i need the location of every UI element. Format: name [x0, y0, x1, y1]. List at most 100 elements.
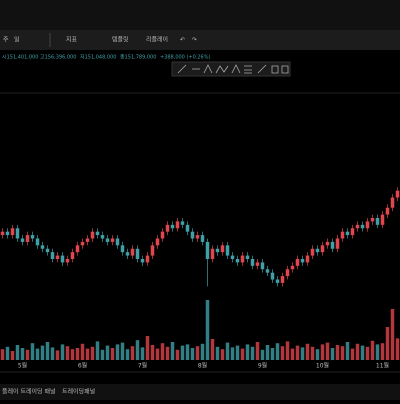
- volume-bar: [80, 343, 85, 360]
- volume-bar: [235, 345, 240, 360]
- volume-bar: [260, 349, 265, 360]
- volume-bar: [390, 309, 395, 360]
- volume-bar: [145, 336, 150, 360]
- volume-bar: [315, 349, 320, 360]
- candle-body: [215, 248, 220, 253]
- volume-bar: [50, 347, 55, 360]
- undo-button[interactable]: ↶: [180, 37, 185, 44]
- legend-change: +388,000 (+0.26%): [160, 55, 210, 61]
- templates-button[interactable]: 템플릿: [112, 37, 129, 44]
- candle-body: [120, 245, 125, 253]
- volume-bar: [270, 348, 275, 360]
- volume-bar: [200, 343, 205, 360]
- candle-body: [150, 245, 155, 256]
- volume-bar: [215, 346, 220, 360]
- candle-body: [235, 259, 240, 263]
- candle-body: [85, 238, 90, 242]
- volume-bar: [130, 346, 135, 360]
- candle-body: [185, 224, 190, 232]
- candle-body: [100, 235, 105, 239]
- volume-bar: [55, 350, 60, 360]
- candle-body: [10, 228, 15, 236]
- x-tick-label: 7월: [138, 362, 147, 370]
- candle-body: [360, 224, 365, 229]
- plot: 5월 6월 7월 8월 9월 10월 11월: [0, 187, 400, 370]
- drawing-tools[interactable]: [177, 64, 289, 74]
- candle-body: [35, 238, 40, 246]
- top-strip: [0, 0, 400, 30]
- volume-bar: [285, 341, 290, 360]
- candle-body: [130, 248, 135, 256]
- candle-body: [325, 241, 330, 246]
- candle-body: [160, 231, 165, 239]
- candle-body: [60, 255, 65, 263]
- candle-body: [280, 276, 285, 283]
- volume-bar: [225, 342, 230, 360]
- candle-body: [255, 262, 260, 266]
- volume-bar: [230, 347, 235, 360]
- x-tick-label: 11월: [376, 362, 389, 370]
- volume-bar: [325, 342, 330, 360]
- volume-bar: [370, 340, 375, 360]
- candle-body: [180, 221, 185, 225]
- candle-body: [370, 218, 375, 222]
- volume-bar: [195, 346, 200, 360]
- drawing-toolbar: [171, 61, 291, 77]
- volume-bar: [395, 338, 400, 360]
- volume-bar: [95, 341, 100, 360]
- volume-bar: [140, 347, 145, 360]
- interval-week[interactable]: 주: [3, 37, 9, 44]
- candle-body: [30, 235, 35, 239]
- x-tick-label: 10월: [316, 362, 329, 370]
- volume-bar: [355, 343, 360, 360]
- volume-bar: [375, 344, 380, 360]
- candle-body: [320, 245, 325, 253]
- candle-body: [290, 265, 295, 270]
- volume-bar: [380, 343, 385, 360]
- candle-body: [315, 248, 320, 253]
- replay-button[interactable]: 리플레이: [146, 36, 168, 44]
- volume-bar: [110, 348, 115, 360]
- candle-body: [20, 238, 25, 242]
- volume-bar: [310, 346, 315, 360]
- volume-bar: [170, 342, 175, 360]
- interval-day[interactable]: 일: [14, 36, 20, 44]
- footer-tab[interactable]: 플레이 트레이딩 패널: [2, 388, 56, 396]
- indicators-button[interactable]: 지표: [66, 36, 78, 44]
- volume-bar: [345, 342, 350, 360]
- volume-bar: [190, 348, 195, 360]
- candle-body: [220, 245, 225, 253]
- candle-body: [335, 238, 340, 249]
- candle-body: [275, 279, 280, 283]
- candle-body: [205, 241, 210, 259]
- legend-close: 종151,789,000: [120, 55, 156, 61]
- volume-bar: [135, 340, 140, 360]
- volume-bar: [255, 342, 260, 360]
- candle-body: [240, 255, 245, 263]
- volume-bar: [75, 348, 80, 360]
- candle-body: [270, 272, 275, 280]
- candle-body: [345, 231, 350, 236]
- x-tick-label: 5월: [18, 362, 27, 370]
- candle-body: [340, 231, 345, 239]
- volume-bar: [295, 345, 300, 360]
- volume-bar: [350, 348, 355, 360]
- x-tick-label: 8월: [198, 362, 207, 370]
- volume-bar: [240, 348, 245, 360]
- redo-button[interactable]: ↷: [192, 37, 197, 44]
- candle-body: [80, 241, 85, 246]
- volume-bar: [10, 351, 15, 360]
- candle-body: [190, 231, 195, 239]
- footer-tab[interactable]: 트레이딩패널: [62, 388, 95, 396]
- candle-body: [395, 190, 400, 198]
- legend-open: 시151,401,000: [2, 55, 38, 61]
- volume-bar: [120, 342, 125, 360]
- volume-bar: [165, 346, 170, 360]
- candle-body: [225, 245, 230, 256]
- toolbar: [0, 30, 400, 50]
- candle-body: [310, 248, 315, 256]
- volume-bar: [175, 349, 180, 360]
- candle-body: [155, 238, 160, 246]
- candle-body: [70, 252, 75, 259]
